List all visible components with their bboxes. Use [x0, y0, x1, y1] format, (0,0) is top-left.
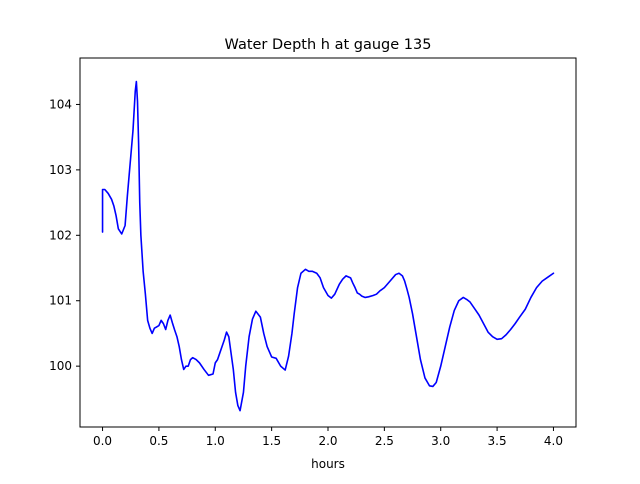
y-tick-label: 103: [49, 163, 72, 177]
x-tick-label: 4.0: [544, 434, 563, 448]
y-tick-label: 100: [49, 359, 72, 373]
x-tick-label: 2.0: [318, 434, 337, 448]
x-tick-label: 3.0: [431, 434, 450, 448]
x-axis: 0.0 0.5 1.0 1.5 2.0 2.5 3.0 3.5 4.0: [93, 427, 563, 448]
chart-title: Water Depth h at gauge 135: [225, 37, 432, 53]
x-axis-label: hours: [311, 457, 345, 471]
x-tick-label: 2.5: [375, 434, 394, 448]
x-tick-label: 3.5: [488, 434, 507, 448]
y-tick-label: 104: [49, 97, 72, 111]
x-tick-label: 0.0: [93, 434, 112, 448]
y-tick-label: 102: [49, 228, 72, 242]
x-tick-label: 1.0: [206, 434, 225, 448]
plot-area: [101, 80, 555, 412]
y-tick-label: 101: [49, 294, 72, 308]
x-tick-label: 0.5: [149, 434, 168, 448]
series-line-0: [101, 80, 555, 412]
y-axis: 100 101 102 103 104: [49, 97, 80, 373]
x-tick-label: 1.5: [262, 434, 281, 448]
